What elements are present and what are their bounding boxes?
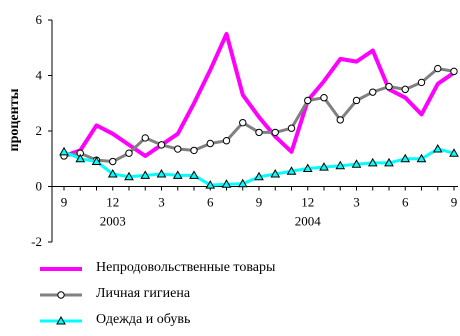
data-point [172, 170, 183, 179]
data-point [400, 153, 411, 163]
data-point [255, 128, 263, 137]
data-point [124, 171, 134, 181]
y-tick-label: -2 [31, 234, 42, 249]
data-point [189, 170, 199, 179]
data-point [384, 157, 394, 167]
data-point [222, 137, 231, 145]
x-tick-label: 9 [61, 195, 68, 210]
data-point [237, 178, 248, 188]
data-point [157, 141, 166, 149]
data-point [385, 82, 393, 91]
y-tick-label: 2 [36, 123, 43, 138]
data-point [205, 180, 216, 189]
data-point [286, 166, 297, 175]
y-tick-label: 0 [36, 179, 43, 194]
x-tick-label: 9 [451, 195, 458, 210]
data-point [174, 145, 182, 153]
legend-swatch-marker [57, 291, 65, 299]
data-point [352, 96, 361, 105]
data-point [156, 169, 167, 178]
data-point [434, 64, 442, 73]
data-point [254, 171, 264, 181]
data-point [107, 169, 118, 178]
data-point [190, 146, 198, 155]
series-layer [59, 31, 459, 189]
legend-swatch-marker [56, 315, 66, 325]
legend-label: Личная гигиена [96, 286, 191, 301]
data-point [270, 169, 281, 178]
data-point [449, 148, 459, 157]
data-point [450, 67, 458, 76]
axes: -2 0 2 4 6 9 12 3 6 9 12 3 6 9 2003 2004 [31, 12, 458, 249]
legend-swatch [40, 267, 82, 271]
legend-label: Одежда и обувь [96, 312, 191, 327]
data-point [287, 124, 296, 132]
series-3 [59, 144, 459, 189]
data-point [417, 78, 426, 87]
x-tick-label: 3 [353, 195, 360, 210]
x-tick-label: 12 [301, 195, 314, 210]
data-point [304, 96, 312, 105]
data-point [91, 156, 102, 166]
data-point [416, 153, 427, 163]
data-point [369, 88, 377, 96]
legend-swatch [40, 291, 82, 299]
data-point [401, 85, 409, 94]
legend-swatch [40, 315, 82, 325]
x-tick-label: 6 [207, 195, 214, 210]
year-label: 2003 [100, 214, 126, 229]
data-point [320, 94, 328, 102]
series-line [62, 31, 456, 158]
year-label: 2004 [295, 214, 322, 229]
data-point [367, 157, 378, 167]
data-point [302, 163, 313, 172]
data-point [432, 144, 443, 153]
x-tick-label: 12 [106, 195, 119, 210]
data-point [140, 170, 151, 179]
chart: проценты -2 0 2 4 6 9 12 3 6 9 12 3 6 9 2003 2004 [7, 12, 459, 249]
data-point [141, 134, 149, 142]
y-tick-label: 4 [36, 68, 43, 83]
series-1 [62, 31, 456, 158]
data-point [351, 159, 362, 168]
data-point [221, 179, 232, 188]
data-point [75, 153, 86, 163]
data-point [59, 146, 69, 156]
x-tick-label: 6 [402, 195, 409, 210]
data-point [271, 128, 279, 137]
data-point [319, 162, 329, 171]
series-2 [60, 64, 458, 166]
data-point [109, 157, 117, 166]
y-tick-label: 6 [36, 12, 43, 27]
data-point [335, 160, 346, 170]
y-axis-label: проценты [7, 88, 22, 151]
x-tick-label: 3 [158, 195, 165, 210]
x-tick-label: 9 [256, 195, 263, 210]
data-point [206, 139, 214, 148]
legend-label: Непродовольственные товары [96, 260, 276, 275]
data-point [239, 118, 247, 127]
data-point [125, 149, 133, 157]
data-point [336, 116, 344, 124]
